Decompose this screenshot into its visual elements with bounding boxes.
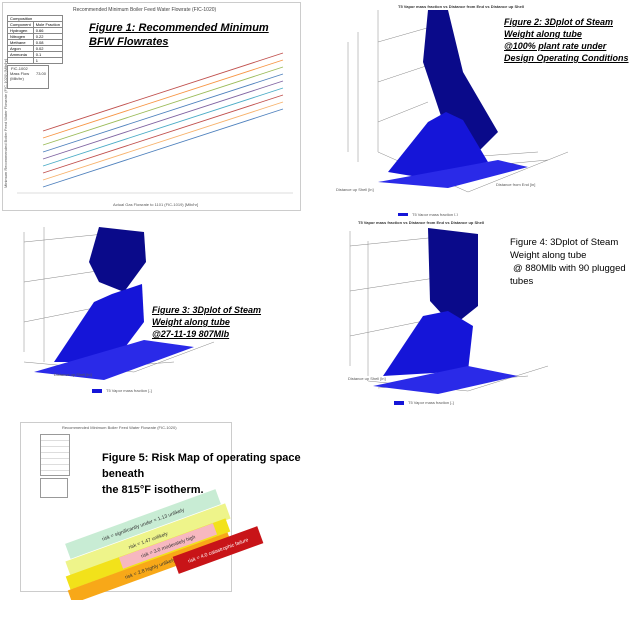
fig5-caption-line1: Figure 5: Risk Map of operating space be… [102, 452, 301, 480]
fig3-caption-line1: Figure 3: 3Dplot of Steam [152, 305, 262, 315]
fig1-caption: Figure 1: Recommended Minimum BFW Flowra… [89, 21, 269, 49]
fig4-3d-plot [349, 228, 549, 394]
fig2-caption-line1: Figure 2: 3Dplot of Steam [504, 17, 614, 27]
fig1-xlabel: Actual Gas Flowrate to 1101 (FIC-1019) [… [113, 202, 199, 207]
fig2-legend: T5 Vapor mass fraction [-] [398, 212, 458, 217]
figure-4-panel: T5 Vapor mass fraction vs Distance from … [338, 216, 634, 406]
fig5-risk-band-fill [172, 526, 264, 574]
fig5-chart-title: Recommended Minimum Boiler Feed Water Fl… [62, 425, 177, 430]
fig5-risk-band-fill [65, 489, 221, 559]
fig1-plot-area [17, 52, 293, 194]
fig2-caption: Figure 2: 3Dplot of Steam Weight along t… [504, 16, 629, 64]
fig1-mass-flow-value: 73.00 [35, 71, 46, 76]
fig3-axis-x: Distance up Shell [in] [54, 372, 92, 377]
fig1-flow-line [42, 87, 284, 167]
fig5-risk-band-fill [65, 503, 231, 577]
fig5-mini-box [40, 478, 68, 498]
fig3-legend-swatch [92, 388, 102, 393]
fig3-caption: Figure 3: 3Dplot of Steam Weight along t… [152, 304, 261, 340]
fig1-flow-line [42, 66, 284, 146]
fig1-fic-box: FIC-1002 Mass Flow (Mlb/hr) 73.00 [7, 65, 49, 89]
fig1-flow-line [42, 101, 284, 181]
fig4-caption-line1: Figure 4: 3Dplot of Steam [510, 237, 619, 248]
fig1-fic-label: FIC-1002 [11, 66, 28, 71]
fig4-surface-lower [383, 311, 473, 376]
composition-row: 1 [7, 57, 63, 64]
figure-5-panel: Recommended Minimum Boiler Feed Water Fl… [18, 420, 338, 600]
fig4-legend-swatch [394, 400, 404, 405]
fig3-legend: T5 Vapor mass fraction [-] [92, 388, 152, 393]
fig2-axis-x: Distance up Shell [in] [336, 187, 374, 192]
fig2-caption-line3: @100% plant rate under [504, 41, 607, 51]
fig1-flow-line [42, 94, 284, 174]
figure-1-panel: Recommended Minimum Boiler Feed Water Fl… [2, 2, 301, 211]
fig2-surface-lower [388, 112, 488, 177]
fig2-caption-line4: Design Operating Conditions [504, 53, 629, 63]
fig1-flow-line [42, 108, 284, 188]
fig3-surface-upper [89, 227, 146, 292]
fig1-chart-title: Recommended Minimum Boiler Feed Water Fl… [73, 7, 217, 13]
composition-fraction: 1 [32, 57, 63, 64]
figure-2-panel: T5 Vapor mass fraction vs Distance from … [328, 2, 637, 217]
fig3-surface-lower [54, 284, 144, 362]
fig2-surface-floor [378, 160, 528, 188]
fig1-caption-line2: BFW Flowrates [89, 36, 169, 48]
fig1-mass-flow-label: Mass Flow (Mlb/hr) [10, 71, 30, 81]
fig2-caption-line2: Weight along tube [504, 29, 582, 39]
fig2-legend-swatch [398, 212, 408, 217]
fig1-flow-line [42, 73, 284, 153]
fig5-risk-band-fill [118, 523, 218, 569]
fig5-caption: Figure 5: Risk Map of operating space be… [102, 450, 338, 498]
fig4-caption-line4: tubes [510, 276, 534, 287]
fig4-caption-line3: @ 880Mlb with 90 plugged [513, 263, 626, 274]
fig5-caption-line2: the 815°F isotherm. [102, 484, 204, 496]
fig3-3d-plot [23, 227, 215, 380]
fig4-chart-title: T5 Vapor mass fraction vs Distance from … [358, 220, 485, 225]
fig5-mini-table [40, 434, 70, 476]
fig1-composition-table: Composition Component Mole Fraction Hydroge… [7, 15, 63, 64]
fig2-3d-plot [347, 10, 569, 193]
fig3-surface-floor [34, 340, 194, 380]
fig1-flow-line [42, 52, 284, 132]
fig4-legend: T5 Vapor mass fraction [-] [394, 400, 454, 405]
fig4-legend-label: T5 Vapor mass fraction [-] [408, 400, 454, 405]
fig5-risk-map: risk = significantly under = 1.13 unlike… [65, 489, 264, 600]
fig5-chart-frame [20, 422, 232, 592]
fig3-caption-line2: Weight along tube [152, 317, 230, 327]
fig4-caption-line2: Weight along tube [510, 250, 587, 261]
fig4-caption: Figure 4: 3Dplot of Steam Weight along t… [510, 236, 626, 288]
fig1-flow-line [42, 80, 284, 160]
fig2-chart-title: T5 Vapor mass fraction vs Distance from … [398, 4, 525, 9]
fig2-axis-y: Distance from End [in] [496, 182, 536, 187]
figure-3-panel: Distance up Shell [in] T5 Vapor mass fra… [14, 222, 304, 394]
fig1-flow-line [42, 59, 284, 139]
fig5-risk-band-fill [67, 532, 233, 600]
fig3-legend-label: T5 Vapor mass fraction [-] [106, 388, 152, 393]
fig4-surface-floor [373, 366, 518, 394]
fig1-caption-line1: Figure 1: Recommended Minimum [89, 22, 269, 34]
fig4-surface-upper [428, 228, 478, 326]
fig4-axis-x: Distance up Shell [in] [348, 376, 386, 381]
fig3-caption-line3: @27-11-19 807Mlb [152, 329, 230, 339]
fig2-legend-label: T5 Vapor mass fraction [-] [412, 212, 458, 217]
